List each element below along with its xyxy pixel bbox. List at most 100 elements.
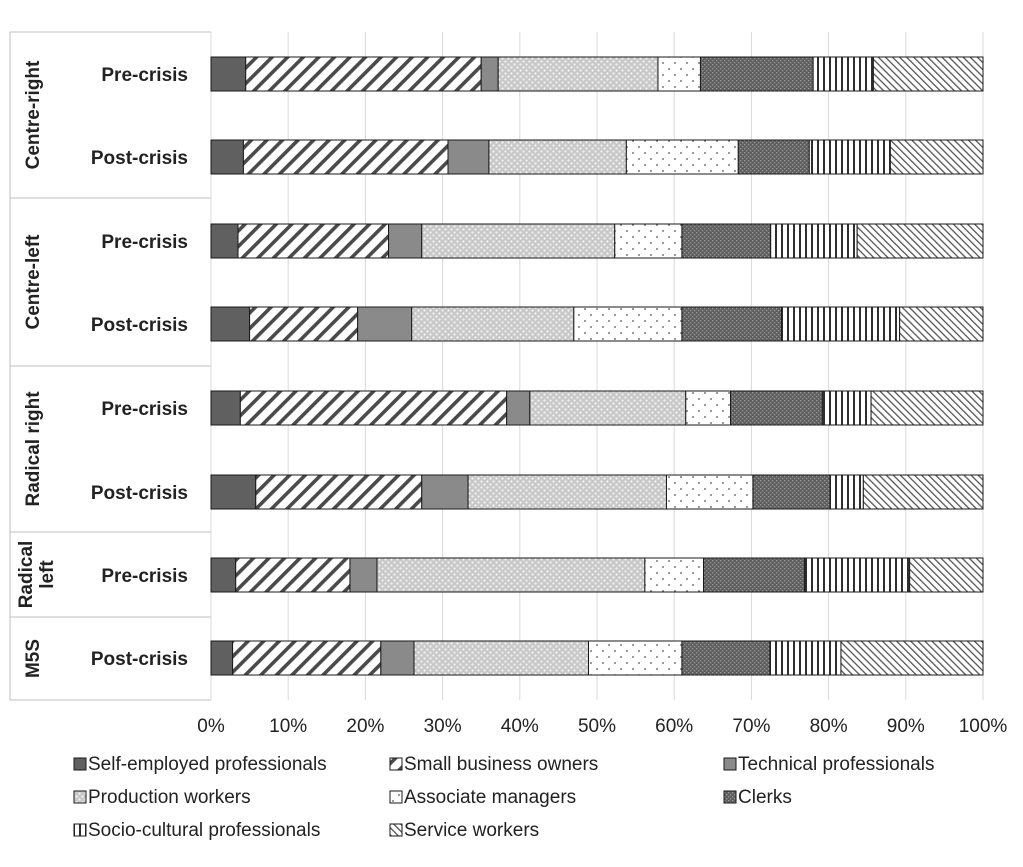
- bar-segment: Small business owners: 21.5: [255, 474, 423, 510]
- row-label: Post-crisis: [91, 148, 188, 169]
- bar-segment: Self-employed professionals: 4.2: [210, 139, 244, 175]
- bar-segment: Technical professionals: 6: [421, 474, 469, 510]
- bar-segment: Small business owners: 30.5: [245, 56, 482, 92]
- bar-segment: Associate managers: 14.5: [625, 139, 739, 175]
- bar-segment: Associate managers: 12.1: [588, 640, 683, 676]
- x-tick-label: 30%: [424, 716, 462, 737]
- bar-segment: Socio-cultural professionals: 15.3: [781, 306, 901, 342]
- bar-segment: Production workers: 25: [421, 223, 616, 259]
- bar-segment: Small business owners: 14: [249, 306, 359, 342]
- bar-segment: Clerks: 9.2: [737, 139, 810, 175]
- bar-segment: Production workers: 34.7: [376, 557, 646, 593]
- bar-segment: Socio-cultural professionals: 6.3: [821, 390, 872, 426]
- group-label: Centre-right: [23, 60, 44, 169]
- legend-label: Associate managers: [404, 787, 576, 808]
- legend-item: Socio-cultural professionals: [73, 820, 320, 841]
- bar-segment: Service workers: 14.5: [870, 390, 984, 426]
- legend-label: Self-employed professionals: [88, 754, 327, 775]
- row-label: Pre-crisis: [101, 566, 188, 587]
- legend-item: Clerks: [723, 787, 792, 808]
- x-tick-label: 40%: [501, 716, 539, 737]
- bar-segment: Production workers: 25.7: [467, 474, 667, 510]
- bar-segment: Production workers: 21: [411, 306, 575, 342]
- svg-text:Radicalleft: Radicalleft: [16, 541, 58, 609]
- bar-segment: Socio-cultural professionals: 7.8: [812, 56, 874, 92]
- legend-item: Self-employed professionals: [73, 754, 327, 775]
- bar-segment: Clerks: 12.9: [681, 306, 783, 342]
- bar-segment: Service workers: 12: [889, 139, 984, 175]
- bar-segment: Socio-cultural professionals: 11.2: [770, 223, 858, 259]
- bar-segment: Self-employed professionals: 4.5: [210, 56, 247, 92]
- bar-segment: Service workers: 16.3: [856, 223, 984, 259]
- bar-segment: Production workers: 20.7: [497, 56, 659, 92]
- bar-segment: Associate managers: 5.5: [657, 56, 701, 92]
- legend-swatch: [389, 790, 403, 804]
- bar-segment: Production workers: 22.6: [413, 640, 590, 676]
- bar-segment: Service workers: 14.2: [872, 56, 984, 92]
- x-tick-label: 50%: [578, 716, 616, 737]
- bar-segment: Technical professionals: 4.3: [380, 640, 415, 676]
- bar-segment: Socio-cultural professionals: 10.5: [808, 139, 891, 175]
- row-label: Pre-crisis: [101, 399, 188, 420]
- bar-segment: Service workers: 10.8: [899, 306, 984, 342]
- bar-segment: Small business owners: 34.5: [239, 390, 508, 426]
- legend-label: Small business owners: [404, 754, 598, 775]
- bar-segment: Socio-cultural professionals: 4.3: [829, 474, 864, 510]
- bar-segment: Technical professionals: 3: [506, 390, 531, 426]
- legend-swatch: [73, 790, 87, 804]
- bar-segment: Production workers: 20.2: [529, 390, 687, 426]
- x-tick-label: 10%: [269, 716, 307, 737]
- row-label: Pre-crisis: [101, 232, 188, 253]
- x-tick-label: 90%: [887, 716, 925, 737]
- legend-label: Clerks: [738, 787, 792, 808]
- bar-segment: Small business owners: 19.2: [232, 640, 382, 676]
- bar-segment: Clerks: 11.5: [681, 223, 772, 259]
- x-tick-label: 60%: [655, 716, 693, 737]
- legend-item: Production workers: [73, 787, 251, 808]
- x-tick-label: 80%: [810, 716, 848, 737]
- bar-segment: Associate managers: 8.7: [614, 223, 683, 259]
- bar-segment: Clerks: 11.4: [681, 640, 771, 676]
- group-label: Centre-left: [23, 234, 44, 330]
- row-label: Post-crisis: [91, 483, 188, 504]
- legend-label: Service workers: [404, 820, 539, 841]
- legend-swatch: [73, 823, 87, 837]
- bar-segment: Service workers: 15.5: [862, 474, 984, 510]
- bar-segment: Self-employed professionals: 5.8: [210, 474, 257, 510]
- bar-segment: Clerks: 11.9: [730, 390, 823, 426]
- bar-segment: Associate managers: 14: [573, 306, 683, 342]
- legend-label: Production workers: [88, 787, 251, 808]
- bar-segment: Self-employed professionals: 3.2: [210, 557, 237, 593]
- bar-segment: Associate managers: 7.6: [644, 557, 705, 593]
- legend-item: Service workers: [389, 820, 539, 841]
- bar-segment: Technical professionals: 2.2: [480, 56, 499, 92]
- bar-segment: Technical professionals: 4.3: [388, 223, 423, 259]
- legend-swatch: [389, 757, 403, 771]
- bar-segment: Self-employed professionals: 5: [210, 306, 251, 342]
- bar-segment: Associate managers: 5.8: [685, 390, 732, 426]
- bar-segment: Self-employed professionals: 3.8: [210, 390, 241, 426]
- bar-segment: Self-employed professionals: 3.5: [210, 223, 239, 259]
- bar-segment: Service workers: 9.5: [909, 557, 984, 593]
- bar-segment: Self-employed professionals: 2.8: [210, 640, 234, 676]
- x-tick-label: 100%: [959, 716, 1008, 737]
- bar-segment: Service workers: 18.4: [840, 640, 984, 676]
- x-tick-label: 0%: [197, 716, 225, 737]
- bar-segment: Clerks: 14.6: [699, 56, 814, 92]
- legend-item: Small business owners: [389, 754, 598, 775]
- bar-segment: Clerks: 10: [752, 474, 831, 510]
- bar-segment: Small business owners: 19.5: [237, 223, 390, 259]
- legend-item: Associate managers: [389, 787, 576, 808]
- bar-segment: Small business owners: 26.5: [242, 139, 449, 175]
- bar-segment: Clerks: 13.1: [703, 557, 806, 593]
- legend-swatch: [723, 757, 737, 771]
- bar-segment: Technical professionals: 7: [357, 306, 413, 342]
- legend-swatch: [723, 790, 737, 804]
- row-label: Pre-crisis: [101, 65, 188, 86]
- group-label: Radical right: [23, 391, 44, 507]
- legend-label: Socio-cultural professionals: [88, 820, 320, 841]
- legend-swatch: [389, 823, 403, 837]
- row-label: Post-crisis: [91, 649, 188, 670]
